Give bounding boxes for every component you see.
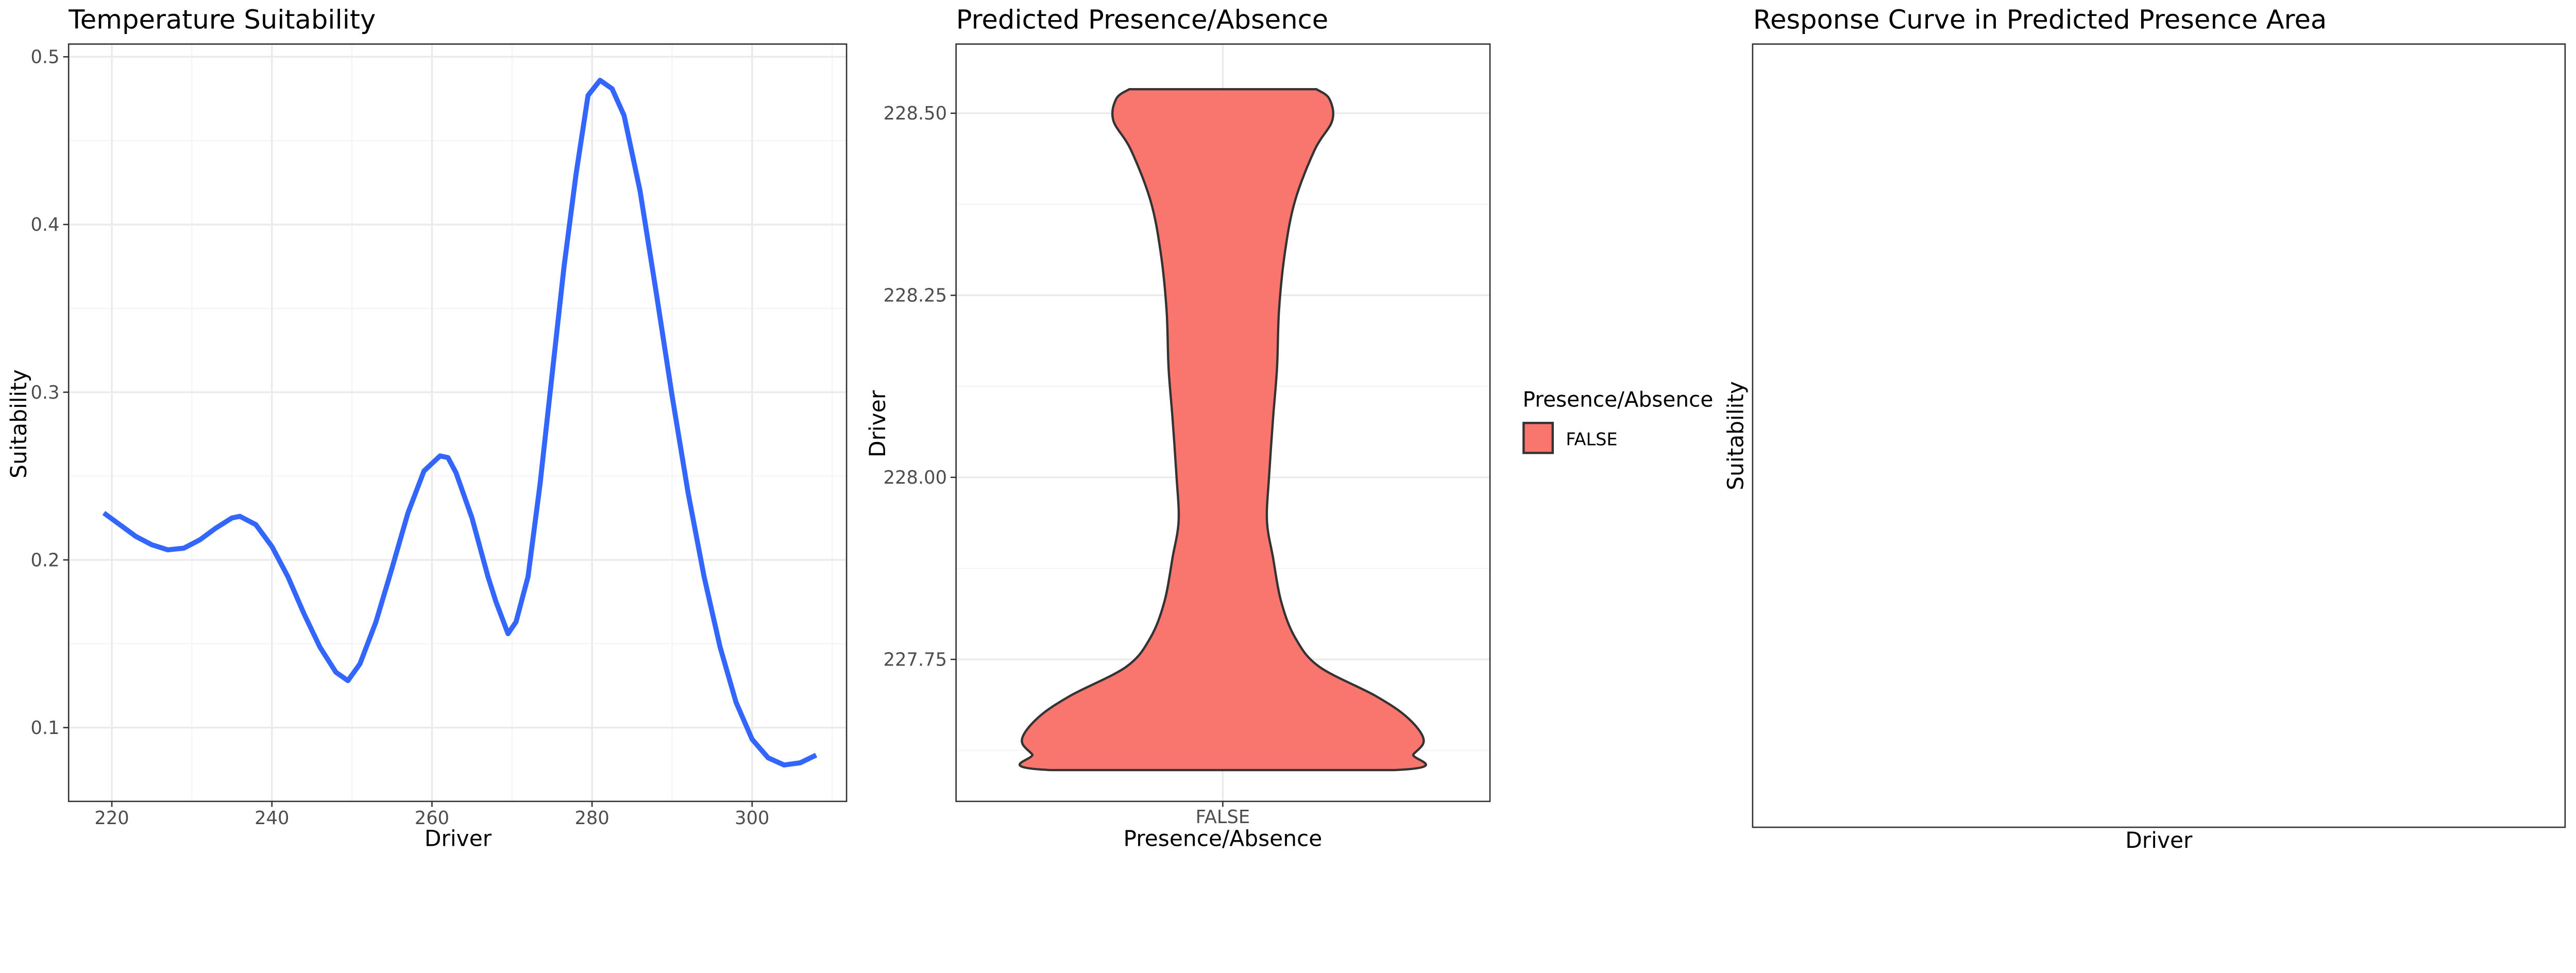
y-tick-label: 0.1 <box>30 718 59 739</box>
chart-title: Temperature Suitability <box>68 5 376 36</box>
y-tick-label: 227.75 <box>884 650 947 671</box>
figure: Temperature Suitability 220 240 260 280 300 0… <box>6 5 2566 853</box>
y-tick-label: 228.25 <box>884 285 947 306</box>
axis-ticks: 220 240 260 280 300 0.1 0.2 0.3 0.4 0.5 <box>30 47 769 829</box>
y-tick-label: 0.3 <box>30 382 59 403</box>
legend: Presence/Absence FALSE <box>1522 387 1714 454</box>
y-tick-label: 0.5 <box>30 47 59 68</box>
y-axis-title: Driver <box>865 390 890 457</box>
x-tick-label: 240 <box>255 808 289 829</box>
plot-border <box>1752 43 2566 828</box>
gridlines <box>69 44 847 801</box>
y-axis-title: Suitability <box>6 369 31 479</box>
suitability-line <box>102 77 818 768</box>
chart-title: Response Curve in Predicted Presence Are… <box>1753 5 2327 36</box>
x-tick-label: 300 <box>735 808 769 829</box>
y-tick-label: 228.50 <box>884 103 947 124</box>
x-tick-label: FALSE <box>1196 807 1250 828</box>
plot-border <box>67 43 848 803</box>
axis-ticks: 227.75 228.00 228.25 228.50 FALSE <box>884 103 1250 828</box>
panel-predicted-presence-absence: Predicted Presence/Absence 227.75228.002… <box>865 5 1713 851</box>
panel-response-curve: Response Curve in Predicted Presence Are… <box>1723 5 2566 853</box>
x-tick-label: 260 <box>415 808 449 829</box>
x-tick-label: 280 <box>574 808 609 829</box>
y-tick-label: 0.4 <box>30 214 59 235</box>
y-tick-label: 228.00 <box>884 467 947 488</box>
x-axis-title: Driver <box>2125 828 2193 853</box>
legend-title: Presence/Absence <box>1523 387 1714 412</box>
y-tick-label: 0.2 <box>30 550 59 571</box>
x-tick-label: 220 <box>94 808 129 829</box>
legend-label-false: FALSE <box>1566 429 1617 449</box>
legend-key-false <box>1522 421 1554 454</box>
chart-title: Predicted Presence/Absence <box>956 5 1329 36</box>
x-axis-title: Presence/Absence <box>1124 826 1323 851</box>
y-axis-title: Suitability <box>1723 381 1748 490</box>
violin-false <box>1018 88 1427 772</box>
x-axis-title: Driver <box>425 826 492 851</box>
panel-temperature-suitability: Temperature Suitability 220 240 260 280 300 0… <box>6 5 848 851</box>
